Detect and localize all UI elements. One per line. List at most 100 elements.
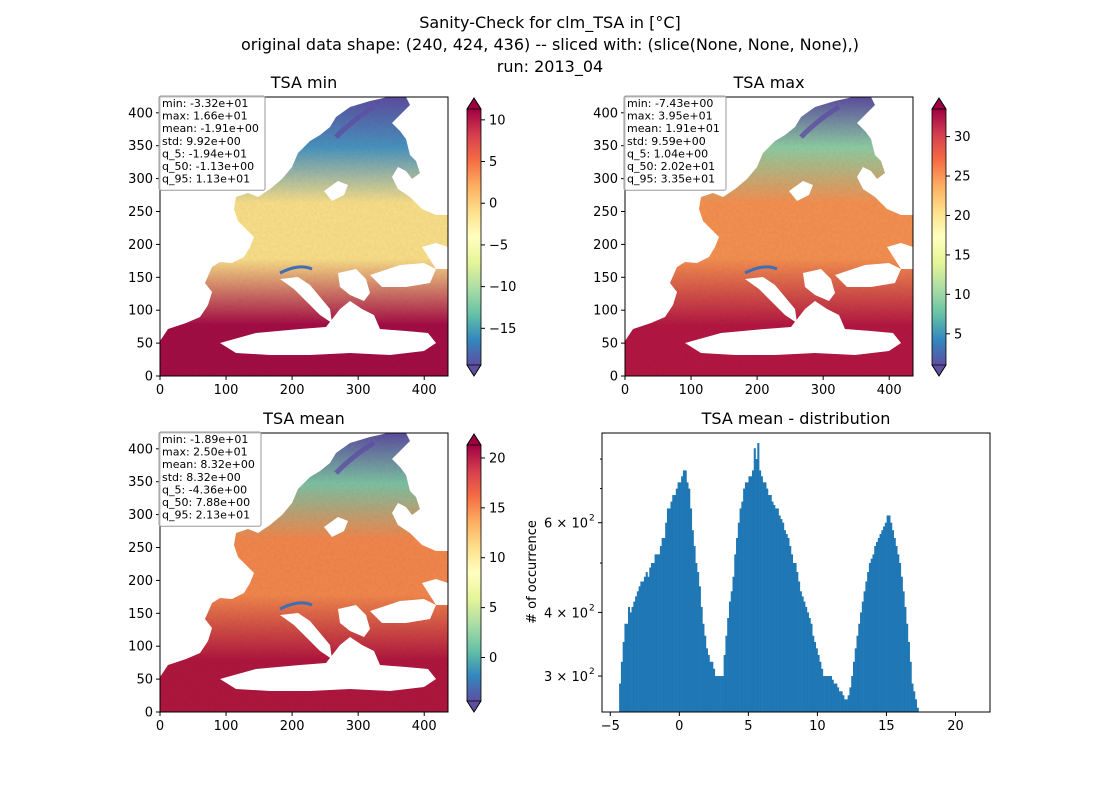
- colorbar-extend-min: [466, 364, 482, 377]
- stats-line: min: -7.43e+00: [627, 97, 713, 110]
- histogram-bar: [766, 488, 769, 712]
- colorbar-tick-label: 20: [954, 209, 971, 224]
- histogram-bar: [792, 563, 795, 712]
- panel-title: TSA mean - distribution: [701, 409, 891, 428]
- colorbar: 30 25 20 15 10 5: [931, 97, 971, 377]
- axes-frame: [624, 96, 914, 377]
- histogram-bar: [705, 648, 708, 712]
- map-heatmap: [160, 433, 448, 712]
- stats-line: max: 2.50e+01: [162, 446, 248, 459]
- histogram-bar: [762, 482, 765, 712]
- y-tick-label: 400: [128, 106, 153, 121]
- histogram-bar: [829, 676, 833, 712]
- histogram-bar: [734, 554, 737, 712]
- panel-title: TSA mean: [262, 409, 345, 428]
- y-tick-label: 200: [593, 238, 618, 253]
- histogram-bar: [672, 495, 675, 712]
- histogram-bar: [638, 586, 641, 712]
- histogram-bar: [666, 508, 670, 712]
- colorbar-tick-label: 5: [489, 155, 497, 170]
- colorbar-tick-label: 10: [489, 551, 506, 566]
- histogram-bar: [730, 591, 733, 712]
- histogram-bar: [689, 508, 693, 712]
- axes-frame: [159, 432, 449, 713]
- histogram-bar: [619, 683, 622, 712]
- x-tick-label: 300: [346, 719, 371, 734]
- histogram-bar: [826, 676, 829, 712]
- histogram-bar: [764, 482, 767, 712]
- x-tick-label: 100: [214, 719, 239, 734]
- colorbar-tick-label: 15: [489, 501, 506, 516]
- histogram-bar: [904, 606, 907, 712]
- histogram-bar: [659, 546, 662, 712]
- stats-line: max: 3.95e+01: [627, 110, 713, 123]
- histogram-bar: [798, 581, 801, 712]
- histogram-bar: [849, 687, 852, 712]
- histogram-bar: [916, 707, 919, 712]
- y-tick-label: 400: [128, 442, 153, 457]
- histogram-bar: [723, 654, 726, 712]
- y-tick-label: 200: [128, 238, 153, 253]
- histogram-bar: [720, 676, 723, 712]
- y-tick-label: 350: [593, 139, 618, 154]
- histogram-bar: [913, 691, 916, 712]
- histogram-bar: [736, 537, 739, 712]
- histogram-bar: [806, 612, 809, 712]
- x-tick-label: 400: [412, 383, 437, 398]
- colorbar-extend-min: [931, 364, 947, 377]
- histogram-bar: [737, 522, 740, 712]
- colorbar: 20 15 10 5 0: [466, 433, 506, 713]
- histogram-bar: [861, 601, 864, 712]
- histogram-bar: [895, 546, 898, 712]
- stats-line: std: 9.59e+00: [627, 135, 706, 148]
- histogram-bar: [645, 572, 648, 712]
- y-tick-label: 250: [593, 205, 618, 220]
- x-tick-label: 20: [947, 719, 964, 734]
- histogram-bar: [881, 530, 884, 712]
- histogram-bar: [874, 546, 877, 712]
- colorbar-tick-label: −15: [489, 322, 516, 337]
- histogram-bar: [868, 563, 871, 712]
- histogram-bar: [856, 635, 859, 712]
- histogram-bar: [627, 606, 631, 712]
- histogram-bar: [884, 522, 887, 712]
- histogram-bar: [815, 648, 818, 712]
- stats-line: mean: -1.91e+00: [162, 122, 259, 135]
- y-tick-label: 300: [128, 508, 153, 523]
- histogram-bar: [813, 641, 817, 712]
- histogram-bar: [622, 641, 625, 712]
- histogram-bar: [778, 515, 781, 712]
- histogram-bar: [808, 618, 811, 712]
- histogram-bar: [835, 683, 838, 712]
- histogram-bar: [684, 470, 687, 712]
- histogram-bar: [697, 572, 700, 712]
- histogram-bar: [693, 546, 696, 712]
- histogram-bar: [907, 641, 910, 712]
- histogram-bar: [702, 623, 705, 712]
- y-tick-label: 300: [593, 172, 618, 187]
- histogram-bar: [718, 676, 721, 712]
- histogram-bar: [810, 623, 813, 712]
- histogram-bar: [847, 695, 850, 712]
- colorbar-extend-max: [931, 97, 947, 110]
- histogram-bar: [727, 618, 730, 712]
- histogram-bar: [704, 635, 707, 712]
- histogram-bar: [789, 546, 792, 712]
- histogram-bar: [801, 596, 804, 712]
- histogram-bar: [860, 612, 863, 712]
- histogram-bar: [893, 537, 896, 712]
- histogram-bar: [883, 526, 886, 712]
- histogram-bar: [643, 576, 646, 712]
- histogram-bar: [677, 482, 680, 712]
- histogram-bar: [812, 635, 815, 712]
- y-tick-label: 150: [593, 271, 618, 286]
- histogram-bar: [790, 554, 794, 712]
- y-tick-label: 100: [128, 304, 153, 319]
- histogram-bar: [897, 554, 900, 712]
- histogram-bar: [858, 623, 861, 712]
- histogram-bar: [695, 563, 698, 712]
- axes-frame: [601, 432, 991, 713]
